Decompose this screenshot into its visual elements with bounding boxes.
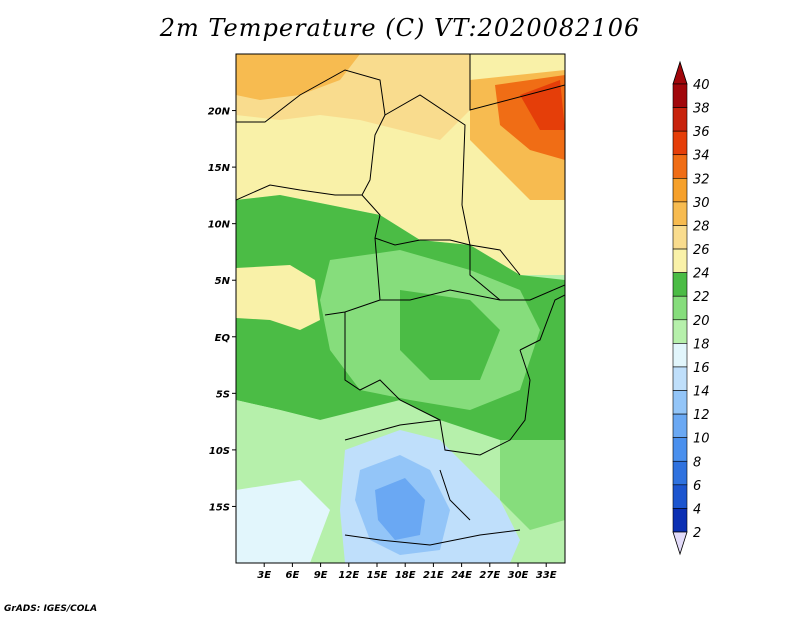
lat-axis: 20N 15N 10N 5N EQ 5S 10S 15S — [208, 107, 236, 513]
temperature-field — [236, 54, 565, 563]
colorbar-swatch — [672, 83, 688, 108]
region-sudan-peak — [520, 80, 565, 130]
colorbar-label: 24 — [693, 267, 710, 282]
colorbar-min-arrow — [672, 531, 688, 556]
lat-tick-label: 10N — [208, 220, 231, 231]
colorbar-label: 16 — [693, 361, 710, 376]
colorbar-swatch — [672, 295, 688, 321]
colorbar-label: 14 — [693, 385, 710, 400]
colorbar-swatch — [672, 248, 688, 273]
colorbar-swatch — [672, 130, 688, 156]
lon-tick-label: 6E — [286, 570, 300, 581]
colorbar-label: 4 — [693, 502, 701, 517]
lat-tick-label: 15S — [209, 502, 230, 513]
colorbar-swatch — [672, 413, 688, 438]
colorbar-swatch — [672, 154, 688, 179]
map-title: 2m Temperature (C) VT:2020082106 — [159, 14, 641, 42]
lon-tick-label: 3E — [257, 570, 271, 581]
colorbar-swatch — [672, 484, 688, 509]
colorbar-label: 30 — [693, 196, 710, 211]
colorbar-label: 40 — [693, 78, 710, 93]
lon-tick-label: 33E — [536, 570, 557, 581]
lon-axis: 3E 6E 9E 12E 15E 18E 21E 24E 27E 30E 33E — [257, 563, 557, 581]
colorbar-max-arrow — [672, 60, 688, 85]
colorbar-swatch — [672, 178, 688, 203]
colorbar-label: 32 — [693, 172, 710, 187]
lat-tick-label: 20N — [208, 107, 231, 118]
map-frame — [235, 53, 566, 564]
colorbar-label: 10 — [693, 432, 710, 447]
colorbar-label: 8 — [693, 455, 701, 470]
colorbar-swatch — [672, 107, 688, 132]
lat-tick-label: 5N — [215, 276, 231, 287]
colorbar-label: 34 — [693, 149, 710, 164]
lon-tick-label: 9E — [314, 570, 328, 581]
colorbar-label: 18 — [693, 337, 710, 352]
region-east-rift — [500, 440, 565, 530]
colorbar-label: 26 — [693, 243, 710, 258]
lat-tick-label: 15N — [208, 163, 231, 174]
lon-tick-label: 12E — [338, 570, 359, 581]
lon-tick-label: 27E — [479, 570, 500, 581]
colorbar-swatch — [672, 225, 688, 250]
country-borders — [236, 54, 565, 546]
lon-tick-label: 24E — [451, 570, 472, 581]
region-orange-nw — [236, 54, 360, 100]
region-angola-colder — [375, 478, 425, 540]
colorbar-label: 38 — [693, 102, 710, 117]
region-gulf-guinea-ocean — [236, 265, 320, 330]
colorbar-swatch — [672, 460, 688, 486]
colorbar-swatch — [672, 390, 688, 415]
colorbar-swatch — [672, 508, 688, 533]
colorbar-label: 2 — [693, 526, 701, 541]
colorbar-label: 22 — [693, 290, 710, 305]
colorbar-swatch — [672, 201, 688, 226]
lat-tick-label: 10S — [209, 446, 230, 457]
colorbar-swatch — [672, 366, 688, 391]
colorbar-swatch — [672, 343, 688, 368]
lat-tick-label: EQ — [215, 333, 231, 344]
lon-tick-label: 21E — [423, 570, 444, 581]
colorbar: 40 38 36 34 32 30 28 26 24 22 20 18 16 14 12 10 8 6 4 2 — [672, 60, 710, 556]
colorbar-label: 28 — [693, 219, 710, 234]
colorbar-label: 36 — [693, 125, 710, 140]
grads-credit: GrADS: IGES/COLA — [4, 604, 98, 614]
region-congo-core — [400, 290, 500, 380]
colorbar-label: 20 — [693, 314, 710, 329]
colorbar-swatch — [672, 437, 688, 462]
colorbar-swatch — [672, 319, 688, 344]
lat-tick-label: 5S — [216, 389, 230, 400]
region-sw-pale — [236, 480, 330, 563]
colorbar-swatch — [672, 272, 688, 297]
lon-tick-label: 15E — [367, 570, 388, 581]
lon-tick-label: 18E — [395, 570, 416, 581]
colorbar-label: 12 — [693, 408, 710, 423]
colorbar-label: 6 — [693, 479, 701, 494]
lon-tick-label: 30E — [508, 570, 529, 581]
